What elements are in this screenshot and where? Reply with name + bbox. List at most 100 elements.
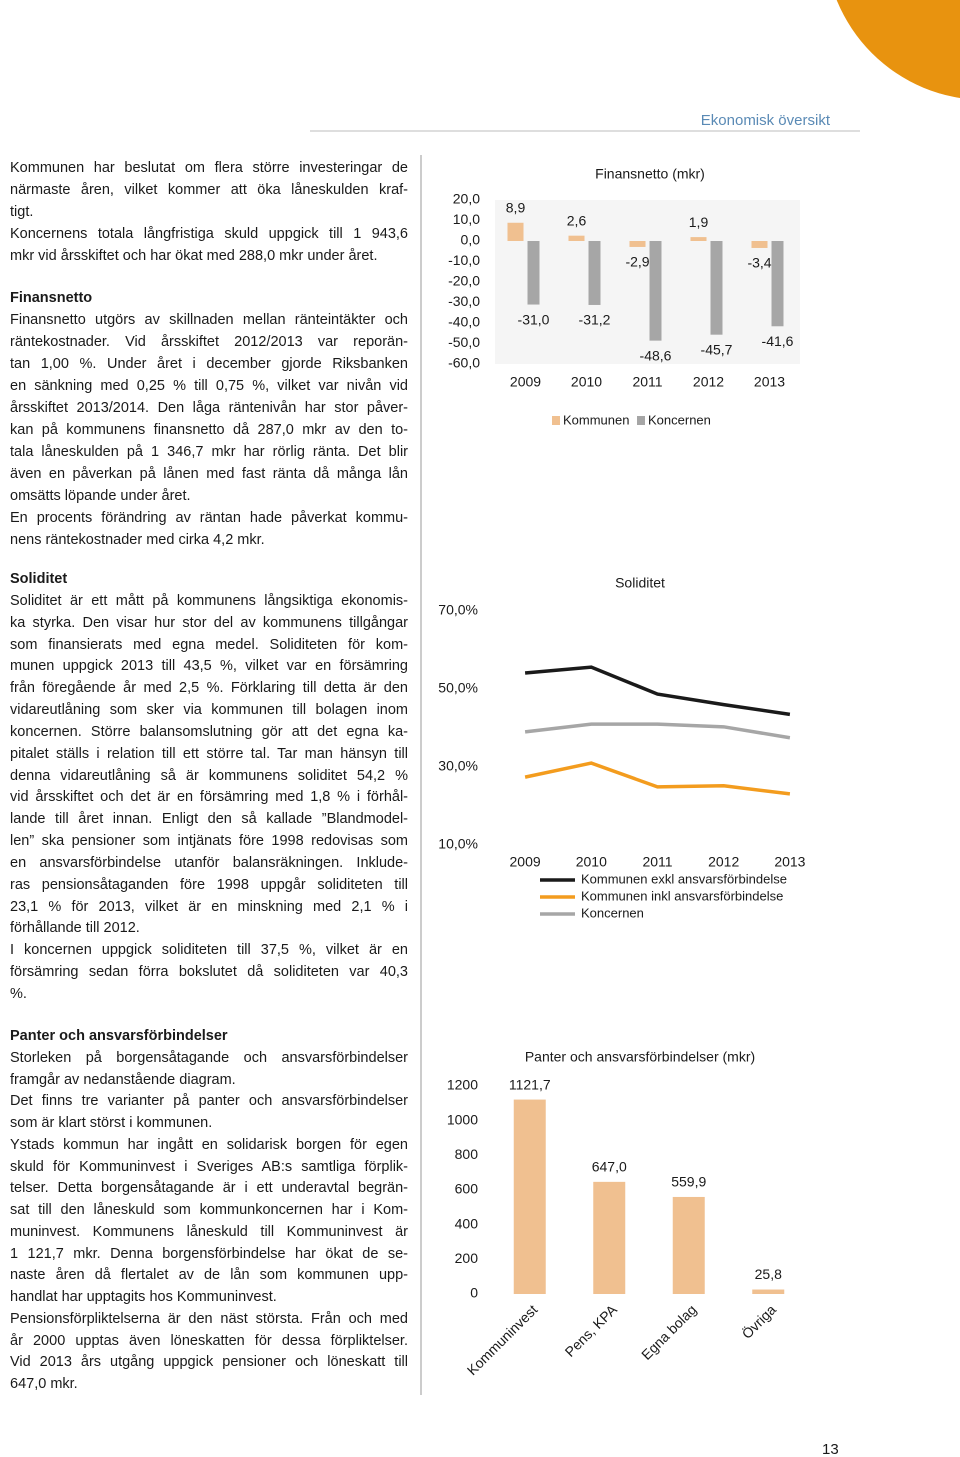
chart-title: Finansnetto (mkr) — [595, 166, 705, 182]
text-line: denna vidareutlåning så är kommunens sol… — [10, 767, 408, 784]
text-line: Det finns tre varianter på panter och an… — [10, 1093, 408, 1110]
y-tick-label: 800 — [455, 1146, 479, 1162]
x-tick-label: 2010 — [571, 374, 602, 390]
y-tick-label: 600 — [455, 1181, 479, 1197]
bar — [527, 241, 540, 305]
section-heading: Panter och ansvarsförbindelser — [10, 1028, 228, 1045]
text-line: Koncernens totala långfristiga skuld upp… — [10, 226, 408, 242]
x-tick-label: 2011 — [632, 374, 662, 390]
text-line: vid årsskiftet och det är en försämring … — [10, 789, 408, 806]
data-label: -31,2 — [579, 312, 611, 328]
bar — [710, 241, 723, 335]
data-label: 1,9 — [689, 214, 709, 230]
line-series — [524, 722, 791, 740]
corner-decoration — [836, 0, 960, 98]
text-line: nens räntekostnader med cirka 4,2 mkr. — [10, 532, 265, 548]
y-tick-label: -30,0 — [448, 293, 480, 309]
data-label: 559,9 — [671, 1174, 706, 1190]
text-line: pitalet ställs i relation till ett störr… — [10, 745, 408, 762]
x-tick-label: Kommuninvest — [464, 1301, 541, 1378]
text-line: muninvest. Kommunens låneskuld till Komm… — [10, 1223, 408, 1240]
y-tick-label: -20,0 — [448, 273, 480, 289]
text-line: som är klart störst i kommunen. — [10, 1115, 213, 1132]
text-line: vidareutlåning som sker via kommunen til… — [10, 702, 408, 719]
y-tick-label: 400 — [455, 1215, 479, 1231]
bar — [751, 241, 768, 248]
text-line: lande till året innan. Enligt den så kal… — [10, 811, 408, 828]
legend-label: Kommunen — [563, 412, 629, 427]
x-tick-label: 2012 — [708, 854, 739, 870]
y-tick-label: -60,0 — [448, 355, 480, 371]
legend-label: Koncernen — [581, 905, 644, 920]
text-line: En procents förändring av räntan hade på… — [10, 510, 408, 526]
x-tick-label: 2009 — [510, 854, 541, 870]
data-label: -45,7 — [701, 341, 733, 357]
text-line: Soliditet är ett mått på kommunens långs… — [10, 592, 408, 609]
data-label: 8,9 — [506, 199, 526, 215]
data-label: 2,6 — [567, 212, 587, 228]
data-label: -3,4 — [747, 255, 771, 271]
text-line: sat till den låneskuld som kommunkoncern… — [10, 1202, 408, 1219]
text-line: som finansierats med egna medel. Solidit… — [10, 636, 408, 653]
y-tick-label: 30,0% — [438, 758, 478, 774]
text-line: len” ska pensioner som intjänats före 19… — [10, 833, 408, 850]
text-line: en ansvarsförbindelse utanför balansräkn… — [10, 854, 408, 871]
text-line: även en påverkan på lånen med fast ränta… — [10, 466, 408, 482]
text-section: Soliditet Soliditet är ett mått på kommun… — [10, 569, 408, 1006]
bar — [588, 241, 601, 305]
y-tick-label: 70,0% — [438, 602, 478, 618]
text-line: skuld för Kommuninvest i Sveriges AB:s s… — [10, 1158, 408, 1175]
text-line: tala låneskulden på 1 346,7 mkr har rörl… — [10, 444, 408, 460]
y-tick-label: -50,0 — [448, 334, 480, 350]
chart-title: Panter och ansvarsförbindelser (mkr) — [525, 1049, 755, 1065]
data-label: 647,0 — [592, 1159, 627, 1175]
data-label: -48,6 — [640, 347, 672, 363]
y-tick-label: 1200 — [447, 1077, 478, 1093]
x-tick-label: 2012 — [693, 374, 724, 390]
legend-label: Koncernen — [648, 412, 711, 427]
bar — [568, 235, 585, 241]
text-line: 1 121,7 mkr. Denna borgensförbindelse ha… — [10, 1245, 408, 1262]
chart-title: Soliditet — [615, 575, 665, 591]
y-tick-label: 20,0 — [453, 191, 480, 207]
text-line: förhållande till 2012. — [10, 920, 140, 937]
data-label: -31,0 — [518, 311, 550, 327]
text-line: Kommunen har beslutat om flera större in… — [10, 160, 408, 176]
header-title: Ekonomisk översikt — [701, 112, 831, 129]
legend-swatch — [637, 416, 645, 425]
y-tick-label: 1000 — [447, 1111, 478, 1127]
text-line: %. — [10, 985, 27, 1002]
x-tick-label: Egna bolag — [638, 1301, 699, 1362]
text-line: tan 1,00 %. Under året i december gjorde… — [10, 356, 408, 372]
text-line: munen uppgick 2013 till 43,5 %, vilket v… — [10, 658, 408, 675]
text-line: tigt. — [10, 204, 34, 220]
data-label: 1121,7 — [509, 1076, 551, 1092]
text-line: mkr vid årsskiftet och har ökat med 288,… — [10, 248, 378, 264]
data-label: -41,6 — [762, 333, 794, 349]
legend-label: Kommunen exkl ansvarsförbindelse — [581, 871, 787, 886]
text-line: framgår av nedanstående diagram. — [10, 1071, 236, 1088]
plot-background — [495, 200, 800, 364]
text-line: årsskiftet 2013/2014. Den låga räntenivå… — [10, 400, 408, 416]
x-tick-label: Övriga — [738, 1301, 779, 1342]
line-series — [524, 761, 791, 796]
text-line: försämring sedan förra bokslutet då soli… — [10, 963, 408, 980]
text-line: Vid 2013 års utgång uppgick pensioner oc… — [10, 1354, 408, 1371]
text-line: 647,0 mkr. — [10, 1376, 78, 1393]
y-tick-label: 50,0% — [438, 680, 478, 696]
data-label: -2,9 — [625, 254, 649, 270]
text-line: naste åren då flertalet av de lån som ko… — [10, 1267, 408, 1284]
legend-label: Kommunen inkl ansvarsförbindelse — [581, 888, 783, 903]
text-line: Pensionsförpliktelserna är den näst stör… — [10, 1310, 408, 1327]
x-tick-label: 2013 — [774, 854, 805, 870]
bar — [507, 222, 524, 241]
legend-swatch — [552, 416, 560, 425]
text-section: Finansnetto Finansnetto utgörs av skillna… — [10, 287, 408, 551]
y-tick-label: 0 — [470, 1285, 478, 1301]
text-line: Finansnetto utgörs av skillnaden mellan … — [10, 312, 408, 328]
bar — [672, 1196, 705, 1294]
text-line: Storleken på borgensåtagande och ansvars… — [10, 1049, 408, 1066]
bar — [593, 1181, 626, 1294]
text-line: närmaste åren, vilket kommer att öka lån… — [10, 182, 408, 198]
